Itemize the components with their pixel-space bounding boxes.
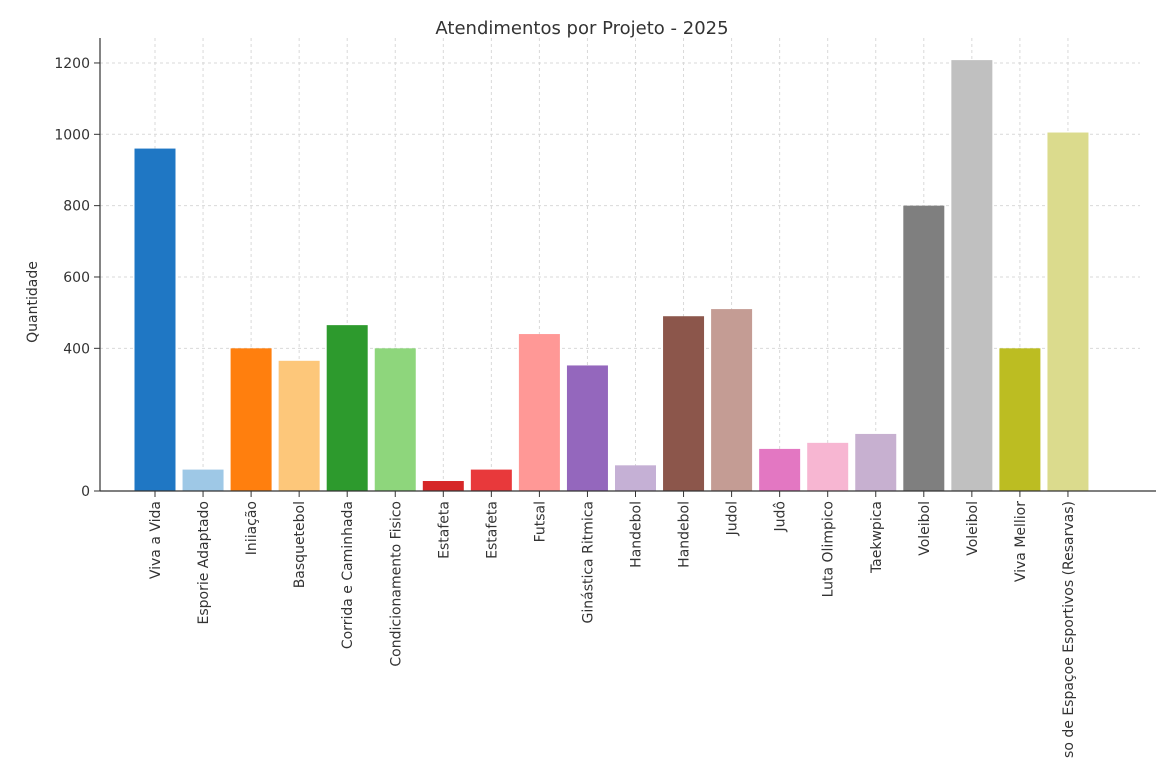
- x-tick-label-16: Voleibol: [917, 501, 933, 556]
- y-tick-label-1: 400: [63, 341, 90, 357]
- bar-5: [374, 348, 416, 491]
- bar-16: [903, 205, 945, 491]
- y-tick-labels: 0 400 600 800 1000 1200: [54, 56, 100, 500]
- x-tick-label-3: Basquetebol: [292, 501, 308, 588]
- bar-8: [518, 334, 560, 491]
- x-tick-labels: Viva a Vida Esporie Adaptado Iniiação Basqu…: [148, 491, 1077, 758]
- x-tick-label-8: Futsal: [532, 501, 548, 542]
- x-tick-label-4: Corrida e Caminhada: [340, 501, 356, 649]
- bar-14: [807, 442, 849, 491]
- x-tick-label-19: so de Espaçoe Esportivos (Resarvas): [1061, 501, 1077, 758]
- x-tick-label-6: Estafeta: [436, 501, 452, 559]
- x-tick-label-12: Judol: [725, 501, 741, 536]
- x-tick-label-11: Handebol: [677, 501, 693, 568]
- y-axis-label: Quantidade: [25, 261, 41, 343]
- x-tick-label-5: Condicionamento Fisico: [388, 501, 404, 667]
- bar-15: [855, 433, 897, 491]
- x-tick-label-13: Judô: [773, 501, 789, 532]
- bar-0: [134, 148, 176, 491]
- x-tick-label-14: Luta Olimpico: [821, 501, 837, 597]
- bar-7: [470, 469, 512, 491]
- x-tick-label-1: Esporie Adaptado: [196, 501, 212, 625]
- bar-6: [422, 481, 464, 491]
- bar-17: [951, 60, 993, 491]
- x-tick-label-2: Iniiação: [244, 501, 260, 555]
- bars-group: [134, 60, 1089, 491]
- bar-18: [999, 348, 1041, 491]
- x-tick-label-17: Voleibol: [965, 501, 981, 556]
- bar-19: [1047, 132, 1089, 491]
- y-tick-label-5: 1200: [54, 56, 90, 72]
- bar-2: [230, 348, 272, 491]
- x-tick-label-18: Viva Mellior: [1013, 501, 1029, 582]
- bar-13: [759, 448, 801, 491]
- x-tick-label-0: Viva a Vida: [148, 501, 164, 579]
- bar-4: [326, 325, 368, 491]
- y-tick-label-4: 1000: [54, 127, 90, 143]
- bar-10: [615, 465, 656, 491]
- bar-12: [711, 309, 753, 491]
- bar-11: [663, 316, 705, 491]
- x-tick-label-9: Ginástica Ritmica: [580, 501, 596, 624]
- x-tick-label-7: Estafeta: [484, 501, 500, 559]
- bar-9: [566, 365, 608, 491]
- y-tick-label-3: 800: [63, 199, 90, 215]
- x-tick-label-10: Handebol: [629, 501, 645, 568]
- axes: [99, 38, 1156, 492]
- y-tick-label-2: 600: [63, 270, 90, 286]
- bar-3: [278, 360, 320, 491]
- chart-title: Atendimentos por Projeto - 2025: [435, 18, 728, 39]
- bar-1: [182, 469, 224, 491]
- y-tick-label-0: 0: [81, 484, 90, 500]
- x-tick-label-15: Taekwpica: [869, 501, 885, 574]
